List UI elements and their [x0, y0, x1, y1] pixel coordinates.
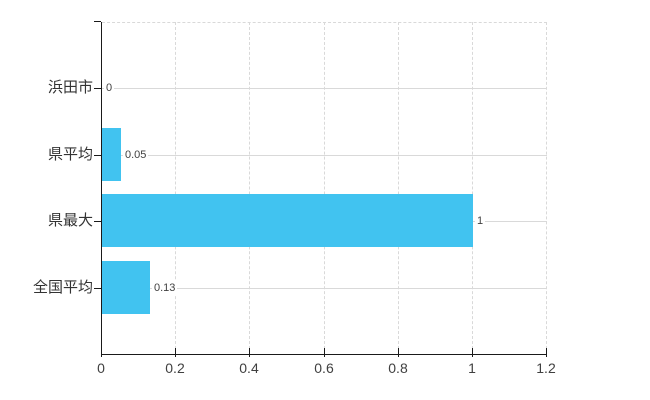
x-axis-tick: [398, 348, 399, 357]
y-axis-tick: [94, 288, 101, 289]
gridline-vertical: [398, 22, 399, 354]
x-axis-tick: [101, 348, 102, 357]
bar: [102, 194, 473, 247]
y-axis-tick: [94, 88, 101, 89]
category-label: 浜田市: [47, 79, 93, 96]
x-tick-label: 0.4: [239, 360, 259, 376]
y-axis-tick: [94, 21, 101, 22]
bar: [102, 261, 150, 314]
value-label: 0: [104, 81, 115, 95]
value-label: 0.05: [123, 148, 149, 162]
y-axis-tick: [94, 221, 101, 222]
x-axis-tick: [546, 348, 547, 357]
x-axis-tick: [175, 348, 176, 357]
x-tick-label: 1: [468, 360, 476, 376]
bar: [102, 128, 121, 181]
x-tick-label: 0.6: [314, 360, 334, 376]
x-tick-label: 1.2: [536, 360, 556, 376]
category-label: 全国平均: [32, 279, 93, 296]
gridline-vertical: [546, 22, 547, 354]
gridline-horizontal: [102, 288, 547, 289]
gridline-horizontal: [102, 88, 547, 89]
gridline-vertical: [175, 22, 176, 354]
x-axis-tick: [249, 348, 250, 357]
value-label: 1: [475, 214, 486, 228]
value-label: 0.13: [152, 281, 178, 295]
gridline-vertical: [472, 22, 473, 354]
gridline-vertical: [249, 22, 250, 354]
category-label: 県平均: [47, 146, 93, 163]
plot-area: 0 0.2 0.4 0.6 0.8 1 1.2 浜田市 0 県平均 0.05 県最大 1 全国平均 0.13: [33, 21, 556, 376]
x-tick-label: 0.8: [388, 360, 408, 376]
gridline-horizontal: [102, 155, 547, 156]
y-axis-tick: [94, 155, 101, 156]
x-tick-label: 0: [97, 360, 105, 376]
category-label: 県最大: [47, 212, 93, 229]
gridline-vertical: [324, 22, 325, 354]
x-axis-tick: [324, 348, 325, 357]
x-axis-tick: [472, 348, 473, 357]
x-tick-label: 0.2: [165, 360, 185, 376]
